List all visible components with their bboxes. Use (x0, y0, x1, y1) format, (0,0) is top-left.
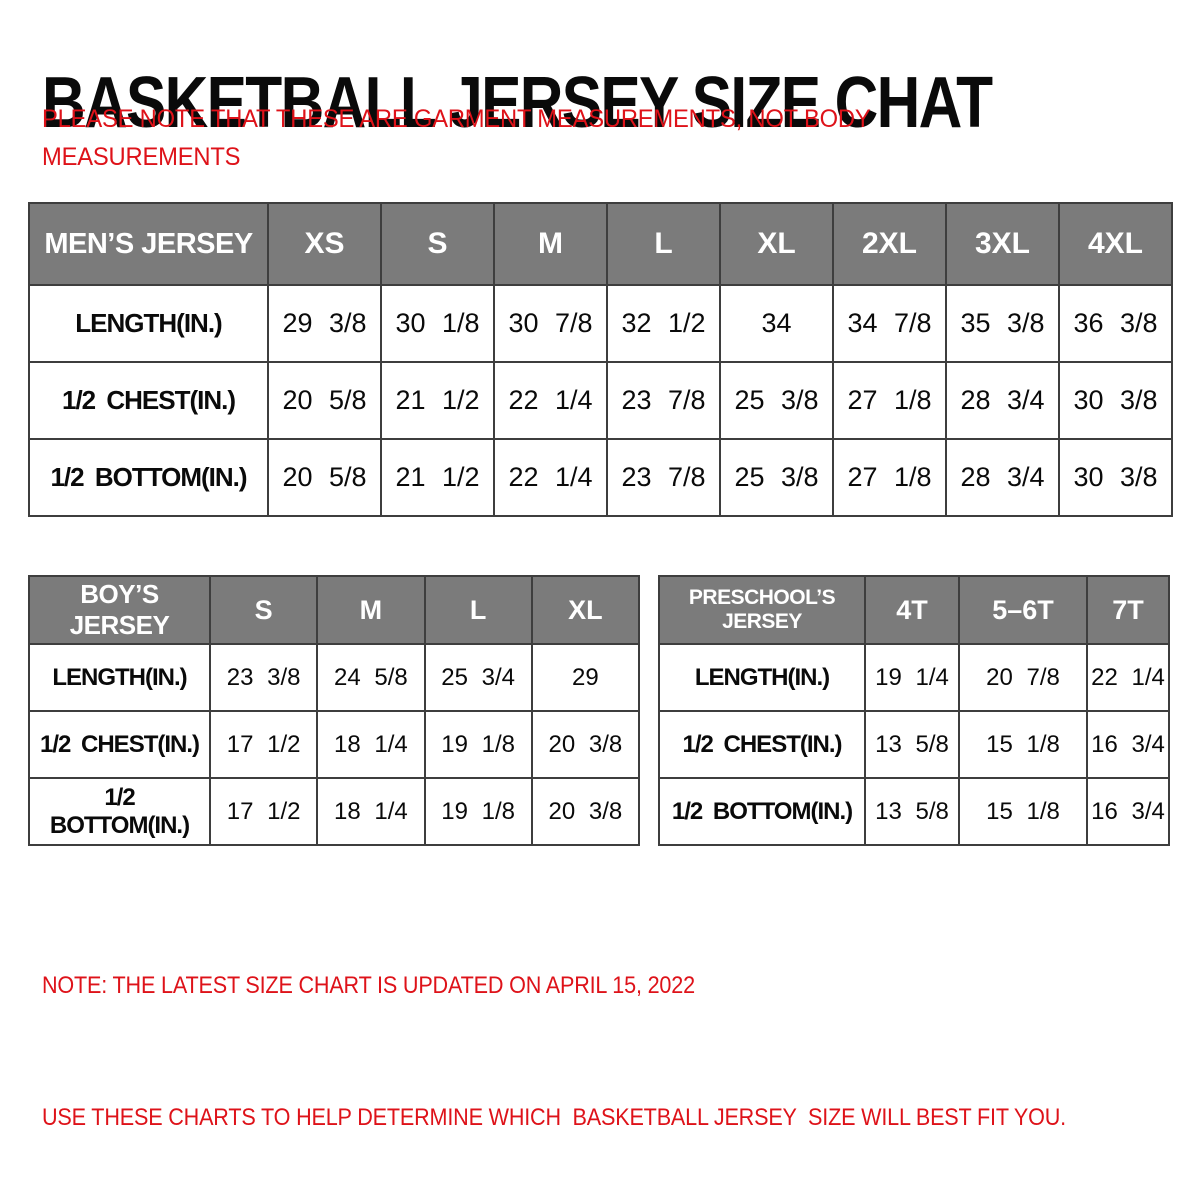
value-cell: 30 3/8 (1058, 361, 1173, 440)
row-label-cell: 1/2 BOTTOM(IN.) (28, 777, 211, 846)
value-cell: 34 7/8 (832, 284, 947, 363)
value-cell: 15 1/8 (958, 777, 1088, 846)
value-cell: 28 3/4 (945, 438, 1060, 517)
table-row: 1/2 BOTTOM(IN.) 13 5/8 15 1/8 16 3/4 (658, 777, 1170, 846)
value-cell: 20 5/8 (267, 438, 382, 517)
value-cell: 27 1/8 (832, 438, 947, 517)
size-header-cell: 4XL (1058, 202, 1173, 286)
row-label-cell: 1/2 BOTTOM(IN.) (28, 438, 269, 517)
size-header-cell: 2XL (832, 202, 947, 286)
value-cell: 25 3/8 (719, 361, 834, 440)
value-cell: 23 3/8 (208, 643, 319, 712)
value-cell: 29 3/8 (267, 284, 382, 363)
row-label-cell: 1/2 CHEST(IN.) (28, 361, 269, 440)
table-row: LENGTH(IN.) 29 3/8 30 1/8 30 7/8 32 1/2 34 34 … (28, 284, 1173, 363)
size-header-cell: 5–6T (958, 575, 1088, 645)
value-cell: 30 7/8 (493, 284, 608, 363)
value-cell: 16 3/4 (1086, 710, 1170, 779)
boys-table: BOY’S JERSEY S M L XL LENGTH(IN.) 23 3/8 24 5/8… (28, 575, 641, 846)
value-cell: 13 5/8 (864, 710, 960, 779)
value-cell: 28 3/4 (945, 361, 1060, 440)
row-label-cell: 1/2 BOTTOM(IN.) (658, 777, 866, 846)
value-cell: 21 1/2 (380, 438, 495, 517)
table-title-cell: PRESCHOOL’S JERSEY (658, 575, 866, 645)
value-cell: 20 3/8 (530, 777, 641, 846)
value-cell: 23 7/8 (606, 438, 721, 517)
size-header-cell: 3XL (945, 202, 1060, 286)
size-header-cell: M (316, 575, 426, 645)
size-header-cell: XL (719, 202, 834, 286)
size-header-cell: 4T (864, 575, 960, 645)
size-header-cell: XS (267, 202, 382, 286)
row-label-cell: LENGTH(IN.) (658, 643, 866, 712)
garment-measurement-disclaimer: PLEASE NOTE THAT THESE ARE GARMENT MEASU… (42, 100, 871, 176)
table-row: LENGTH(IN.) 19 1/4 20 7/8 22 1/4 (658, 643, 1170, 712)
value-cell: 24 5/8 (316, 643, 426, 712)
size-header-cell: XL (530, 575, 641, 645)
header-row: BOY’S JERSEY S M L XL (28, 575, 641, 645)
value-cell: 16 3/4 (1086, 777, 1170, 846)
size-header-cell: L (606, 202, 721, 286)
table-row: 1/2 CHEST(IN.) 17 1/2 18 1/4 19 1/8 20 3/8 (28, 710, 641, 779)
value-cell: 22 1/4 (493, 361, 608, 440)
boys-jersey-size-table: BOY’S JERSEY S M L XL LENGTH(IN.) 23 3/8 24 5/8… (28, 575, 641, 846)
disclaimer-line-1: PLEASE NOTE THAT THESE ARE GARMENT MEASU… (42, 105, 871, 133)
size-header-cell: M (493, 202, 608, 286)
value-cell: 22 1/4 (1086, 643, 1170, 712)
value-cell: 17 1/2 (208, 710, 319, 779)
table-title-cell: BOY’S JERSEY (28, 575, 211, 645)
value-cell: 20 7/8 (958, 643, 1088, 712)
footnotes: NOTE: THE LATEST SIZE CHART IS UPDATED O… (42, 876, 1066, 1184)
preschool-table: PRESCHOOL’S JERSEY 4T 5–6T 7T LENGTH(IN.) 19 … (658, 575, 1170, 846)
value-cell: 32 1/2 (606, 284, 721, 363)
value-cell: 25 3/8 (719, 438, 834, 517)
table-title-cell: MEN’S JERSEY (28, 202, 269, 286)
page-title: BASKETBALL JERSEY SIZE CHAT (42, 63, 993, 144)
table-row: LENGTH(IN.) 23 3/8 24 5/8 25 3/4 29 (28, 643, 641, 712)
size-header-cell: 7T (1086, 575, 1170, 645)
value-cell: 35 3/8 (945, 284, 1060, 363)
value-cell: 19 1/8 (423, 777, 533, 846)
usage-note: USE THESE CHARTS TO HELP DETERMINE WHICH… (42, 1104, 1066, 1131)
value-cell: 25 3/4 (423, 643, 533, 712)
mens-jersey-size-table: MEN’S JERSEY XS S M L XL 2XL 3XL 4XL LENGTH(IN.) 2… (28, 202, 1173, 517)
disclaimer-line-2: MEASUREMENTS (42, 143, 241, 171)
size-header-cell: L (423, 575, 533, 645)
table-row: 1/2 BOTTOM(IN.) 17 1/2 18 1/4 19 1/8 20 3/8 (28, 777, 641, 846)
value-cell: 36 3/8 (1058, 284, 1173, 363)
value-cell: 17 1/2 (208, 777, 319, 846)
value-cell: 23 7/8 (606, 361, 721, 440)
value-cell: 18 1/4 (316, 710, 426, 779)
size-header-cell: S (380, 202, 495, 286)
row-label-cell: 1/2 CHEST(IN.) (28, 710, 211, 779)
preschools-jersey-size-table: PRESCHOOL’S JERSEY 4T 5–6T 7T LENGTH(IN.) 19 … (658, 575, 1170, 846)
value-cell: 34 (719, 284, 834, 363)
table-row: 1/2 BOTTOM(IN.) 20 5/8 21 1/2 22 1/4 23 7/8 2… (28, 438, 1173, 517)
value-cell: 21 1/2 (380, 361, 495, 440)
update-note: NOTE: THE LATEST SIZE CHART IS UPDATED O… (42, 972, 695, 999)
row-label-cell: 1/2 CHEST(IN.) (658, 710, 866, 779)
table-row: 1/2 CHEST(IN.) 13 5/8 15 1/8 16 3/4 (658, 710, 1170, 779)
row-label-cell: LENGTH(IN.) (28, 284, 269, 363)
value-cell: 19 1/8 (423, 710, 533, 779)
value-cell: 30 3/8 (1058, 438, 1173, 517)
row-label-cell: LENGTH(IN.) (28, 643, 211, 712)
value-cell: 20 5/8 (267, 361, 382, 440)
value-cell: 13 5/8 (864, 777, 960, 846)
size-header-cell: S (208, 575, 319, 645)
value-cell: 20 3/8 (530, 710, 641, 779)
header-row: PRESCHOOL’S JERSEY 4T 5–6T 7T (658, 575, 1170, 645)
value-cell: 30 1/8 (380, 284, 495, 363)
value-cell: 22 1/4 (493, 438, 608, 517)
table-row: 1/2 CHEST(IN.) 20 5/8 21 1/2 22 1/4 23 7/8 25… (28, 361, 1173, 440)
value-cell: 27 1/8 (832, 361, 947, 440)
header-row: MEN’S JERSEY XS S M L XL 2XL 3XL 4XL (28, 202, 1173, 286)
mens-table: MEN’S JERSEY XS S M L XL 2XL 3XL 4XL LENGTH(IN.) 2… (28, 202, 1173, 517)
value-cell: 29 (530, 643, 641, 712)
value-cell: 15 1/8 (958, 710, 1088, 779)
value-cell: 19 1/4 (864, 643, 960, 712)
value-cell: 18 1/4 (316, 777, 426, 846)
